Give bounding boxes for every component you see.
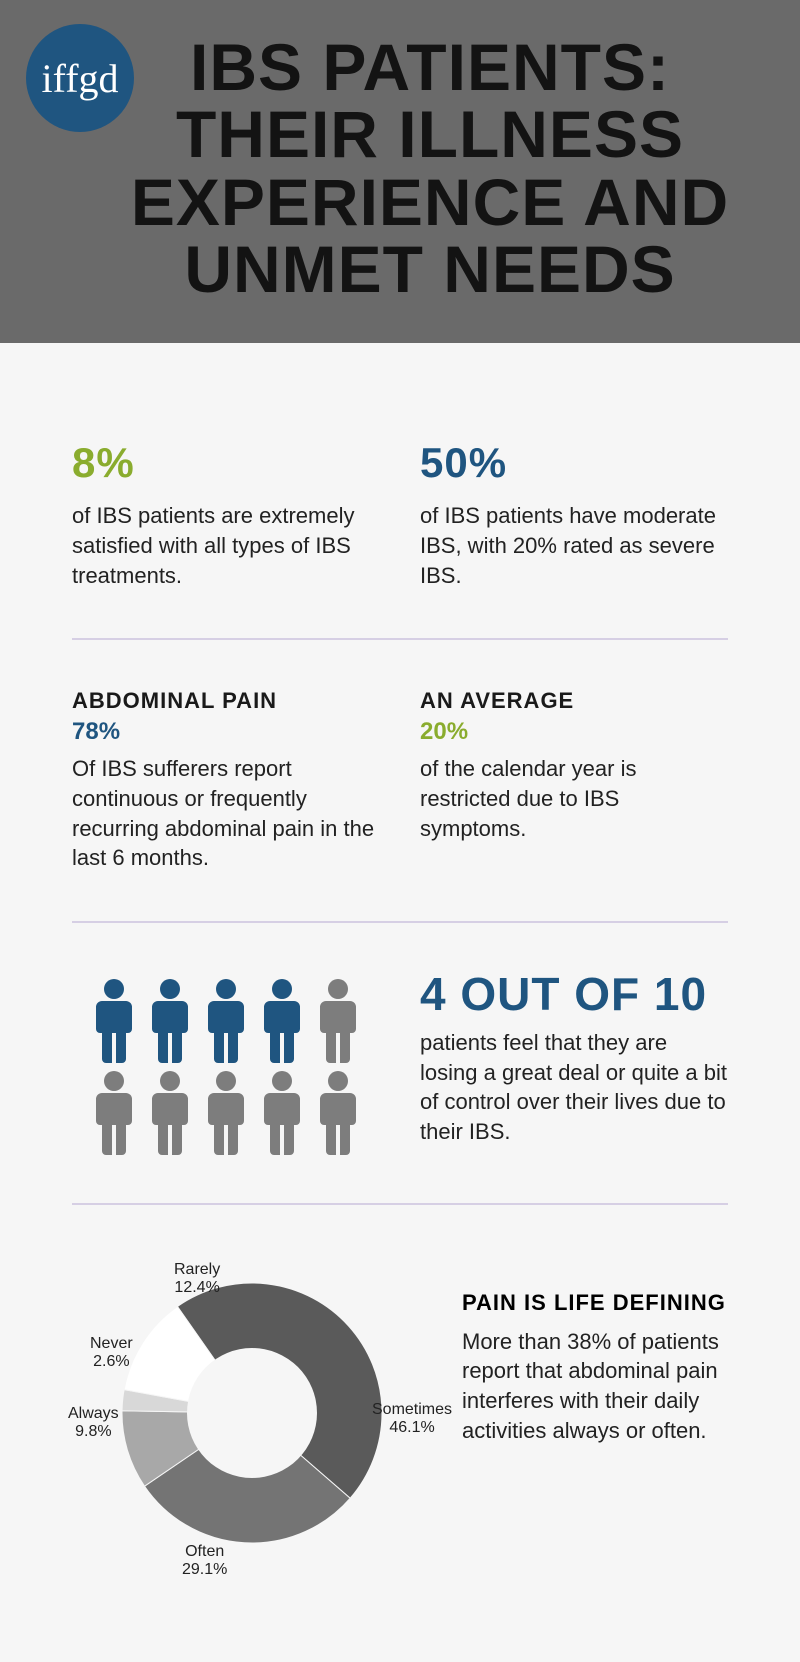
person-icon <box>312 977 364 1063</box>
stat-satisfied: 8% of IBS patients are extremely satisfi… <box>72 439 380 590</box>
person-icon <box>256 977 308 1063</box>
person-icon <box>200 977 252 1063</box>
person-icon <box>144 977 196 1063</box>
stat-abdominal-text: Of IBS sufferers report continuous or fr… <box>72 754 380 873</box>
row-abdominal-average: ABDOMINAL PAIN 78% Of IBS sufferers repo… <box>72 688 728 873</box>
stat-moderate-pct: 50% <box>420 439 728 487</box>
divider <box>72 1203 728 1205</box>
logo-badge: iffgd <box>26 24 134 132</box>
person-icon <box>200 1069 252 1155</box>
donut-hole <box>187 1348 317 1478</box>
row-top-stats: 8% of IBS patients are extremely satisfi… <box>72 439 728 590</box>
pain-text: More than 38% of patients report that ab… <box>462 1327 728 1446</box>
donut-label-rarely: Rarely12.4% <box>174 1261 220 1298</box>
page-title: IBS PATIENTS: THEIR ILLNESS EXPERIENCE A… <box>40 34 760 303</box>
stat-average-pct: 20% <box>420 718 728 746</box>
donut-label-always: Always9.8% <box>68 1405 119 1442</box>
stat-abdominal-head: ABDOMINAL PAIN <box>72 688 380 714</box>
header: iffgd IBS PATIENTS: THEIR ILLNESS EXPERI… <box>0 0 800 343</box>
stat-moderate: 50% of IBS patients have moderate IBS, w… <box>420 439 728 590</box>
stat-average-head: AN AVERAGE <box>420 688 728 714</box>
divider <box>72 638 728 640</box>
person-icon <box>256 1069 308 1155</box>
stat-average: AN AVERAGE 20% of the calendar year is r… <box>420 688 728 873</box>
people-graphic <box>72 971 380 1155</box>
stat-average-text: of the calendar year is restricted due t… <box>420 754 728 843</box>
content: 8% of IBS patients are extremely satisfi… <box>0 343 800 1613</box>
donut-label-often: Often29.1% <box>182 1543 227 1580</box>
donut-label-sometimes: Sometimes46.1% <box>372 1401 452 1438</box>
stat-moderate-text: of IBS patients have moderate IBS, with … <box>420 501 728 590</box>
person-icon <box>88 977 140 1063</box>
stat-control-big: 4 OUT OF 10 <box>420 971 728 1018</box>
divider <box>72 921 728 923</box>
row-donut-pain: Sometimes46.1%Often29.1%Always9.8%Never2… <box>72 1253 728 1573</box>
stat-abdominal: ABDOMINAL PAIN 78% Of IBS sufferers repo… <box>72 688 380 873</box>
stat-satisfied-pct: 8% <box>72 439 380 487</box>
row-people-control: 4 OUT OF 10 patients feel that they are … <box>72 971 728 1155</box>
stat-control-text: patients feel that they are losing a gre… <box>420 1028 728 1147</box>
pain-head: PAIN IS LIFE DEFINING <box>462 1289 728 1317</box>
pain-block: PAIN IS LIFE DEFINING More than 38% of p… <box>462 1253 728 1573</box>
person-icon <box>144 1069 196 1155</box>
donut-chart: Sometimes46.1%Often29.1%Always9.8%Never2… <box>72 1253 432 1573</box>
stat-control: 4 OUT OF 10 patients feel that they are … <box>420 971 728 1155</box>
person-icon <box>88 1069 140 1155</box>
stat-satisfied-text: of IBS patients are extremely satisfied … <box>72 501 380 590</box>
person-icon <box>312 1069 364 1155</box>
stat-abdominal-pct: 78% <box>72 718 380 746</box>
donut-label-never: Never2.6% <box>90 1335 133 1372</box>
